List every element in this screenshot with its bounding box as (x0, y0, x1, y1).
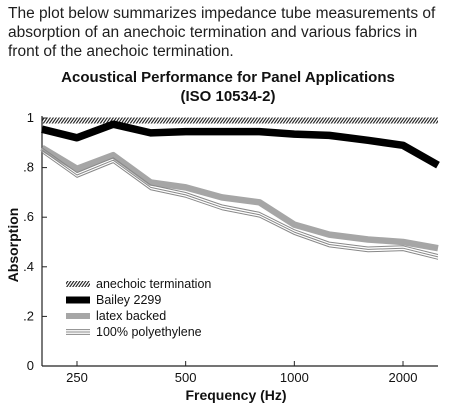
series-100-polyethylene-line-1 (41, 147, 439, 255)
legend: anechoic termination Bailey 2299 latex bac… (66, 277, 211, 339)
axes: 0 .2 .4 .6 .8 1 250 500 1000 2000 (23, 110, 438, 385)
chart-title: Acoustical Performance for Panel Applica… (61, 69, 395, 86)
y-tick-label: .4 (23, 259, 34, 274)
intro-text: The plot below summarizes impedance tube… (8, 5, 436, 60)
y-tick-label: .2 (23, 308, 34, 323)
x-tick-label: 500 (175, 370, 197, 385)
series-bailey-2299-line (41, 120, 440, 169)
legend-label-latex-backed: latex backed (96, 309, 166, 323)
y-tick-label: 1 (27, 110, 34, 125)
x-tick-label: 1000 (280, 370, 309, 385)
y-tick-label: .8 (23, 160, 34, 175)
x-axis-label: Frequency (Hz) (185, 387, 286, 403)
legend-swatch-anechoic-termination (66, 281, 90, 287)
x-tick-label: 250 (66, 370, 88, 385)
series-layer (40, 117, 440, 260)
y-tick-label: 0 (27, 358, 34, 373)
series-latex-backed-line (40, 145, 439, 252)
legend-label-bailey-2299: Bailey 2299 (96, 293, 161, 307)
series-100-polyethylene-line-2 (41, 149, 439, 258)
legend-label-100-polyethylene: 100% polyethylene (96, 325, 202, 339)
x-tick-label: 2000 (389, 370, 418, 385)
chart-subtitle: (ISO 10534-2) (180, 88, 276, 105)
y-tick-label: .6 (23, 209, 34, 224)
y-axis-label: Absorption (5, 208, 21, 283)
series-100-polyethylene-line-3 (41, 152, 439, 260)
legend-label-anechoic-termination: anechoic termination (96, 277, 211, 291)
